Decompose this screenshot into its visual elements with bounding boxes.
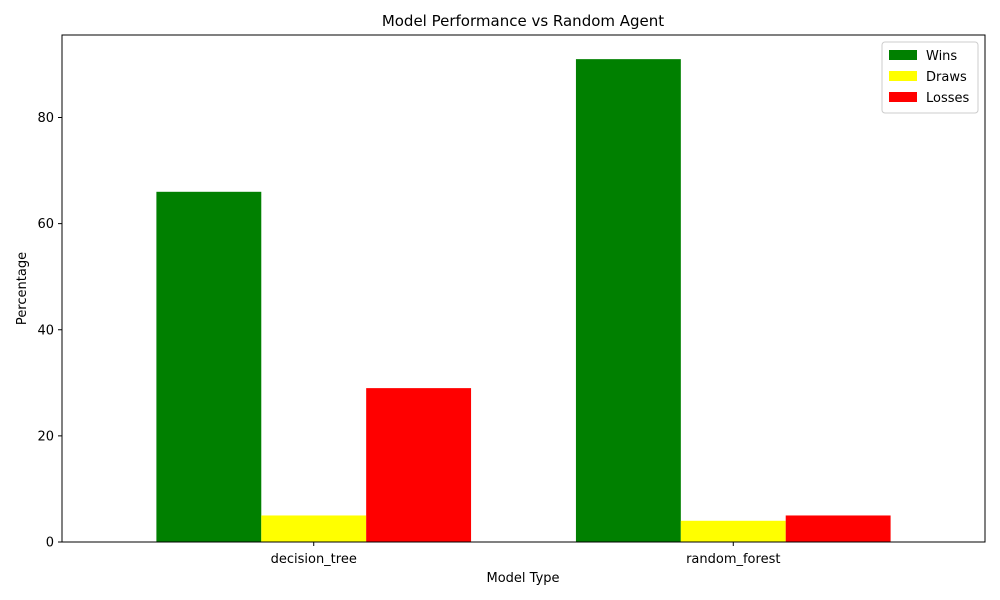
- legend-swatch-losses: [889, 92, 917, 102]
- bars-group: [156, 59, 891, 543]
- y-tick-label: 20: [37, 429, 54, 444]
- legend-swatch-wins: [889, 50, 917, 60]
- plot-frame: [61, 34, 986, 543]
- bar-wins-decision_tree: [156, 191, 262, 543]
- legend-label-draws: Draws: [926, 70, 967, 85]
- bar-wins-random_forest: [575, 59, 681, 543]
- x-axis: decision_tree random_forest: [271, 542, 780, 567]
- y-tick-label: 40: [37, 323, 54, 338]
- y-axis: 0 20 40 60 80: [37, 111, 62, 551]
- legend-label-wins: Wins: [926, 49, 957, 64]
- bar-draws-random_forest: [680, 520, 786, 542]
- y-tick-label: 80: [37, 111, 54, 126]
- x-tick-label: decision_tree: [271, 552, 357, 567]
- y-axis-label: Percentage: [15, 252, 30, 325]
- bar-losses-random_forest: [785, 515, 891, 542]
- legend: Wins Draws Losses: [881, 41, 979, 114]
- x-tick-label: random_forest: [686, 552, 780, 567]
- bar-draws-decision_tree: [261, 515, 367, 542]
- bar-losses-decision_tree: [366, 388, 472, 542]
- y-tick-label: 60: [37, 217, 54, 232]
- legend-swatch-draws: [889, 71, 917, 81]
- y-tick-label: 0: [46, 536, 54, 551]
- chart-title: Model Performance vs Random Agent: [382, 12, 664, 30]
- legend-label-losses: Losses: [926, 91, 970, 106]
- x-axis-label: Model Type: [486, 571, 559, 586]
